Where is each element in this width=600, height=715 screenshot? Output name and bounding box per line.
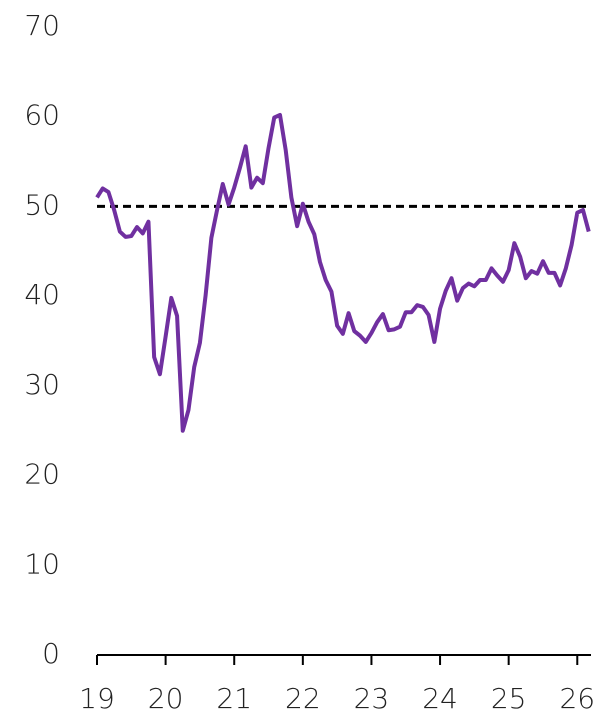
y-tick-label: 0 <box>42 637 60 670</box>
data-line <box>95 112 591 433</box>
y-tick-label: 60 <box>24 99 60 132</box>
x-tick-label: 26 <box>559 682 595 715</box>
y-tick-label: 40 <box>24 278 60 311</box>
x-tick-label: 23 <box>354 682 390 715</box>
y-tick-label: 20 <box>24 458 60 491</box>
x-tick-label: 19 <box>79 682 115 715</box>
x-tick-label: 21 <box>216 682 252 715</box>
y-tick-label: 10 <box>24 547 60 580</box>
x-tick-label: 20 <box>148 682 184 715</box>
x-tick-label: 25 <box>491 682 527 715</box>
y-tick-label: 30 <box>24 368 60 401</box>
x-tick-label: 22 <box>285 682 321 715</box>
y-tick-label: 50 <box>24 188 60 221</box>
x-tick-label: 24 <box>422 682 458 715</box>
y-tick-label: 70 <box>24 9 60 42</box>
